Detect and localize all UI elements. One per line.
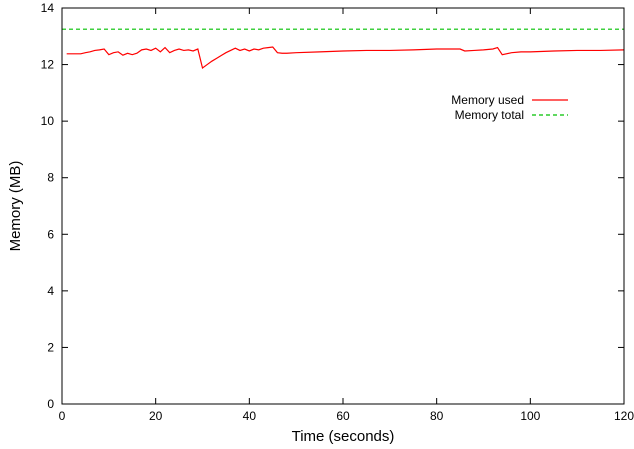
y-tick-label: 0 bbox=[47, 397, 54, 411]
y-tick-label: 10 bbox=[41, 114, 55, 128]
x-tick-label: 40 bbox=[243, 409, 257, 423]
x-tick-label: 0 bbox=[59, 409, 66, 423]
legend-label-memory-used: Memory used bbox=[451, 93, 524, 107]
y-tick-label: 8 bbox=[47, 171, 54, 185]
y-tick-label: 4 bbox=[47, 284, 54, 298]
legend-label-memory-total: Memory total bbox=[455, 108, 524, 122]
plot-frame bbox=[61, 7, 625, 405]
y-tick-label: 2 bbox=[47, 340, 54, 354]
series-line-memory-used bbox=[66, 46, 625, 69]
series-layer bbox=[62, 28, 625, 69]
y-tick-label: 14 bbox=[41, 1, 55, 15]
legend: Memory used Memory total bbox=[451, 93, 568, 122]
x-tick-label: 120 bbox=[614, 409, 634, 423]
x-tick-label: 80 bbox=[430, 409, 444, 423]
x-tick-label: 60 bbox=[336, 409, 350, 423]
x-tick-label: 20 bbox=[149, 409, 163, 423]
y-tick-label: 12 bbox=[41, 58, 55, 72]
y-tick-label: 6 bbox=[47, 227, 54, 241]
x-axis-title: Time (seconds) bbox=[292, 428, 395, 445]
x-tick-label: 100 bbox=[520, 409, 540, 423]
y-axis-title: Memory (MB) bbox=[7, 161, 24, 252]
ticks-layer: 0 20 40 60 80 100 120 0 2 4 6 8 10 12 14 bbox=[41, 1, 634, 423]
